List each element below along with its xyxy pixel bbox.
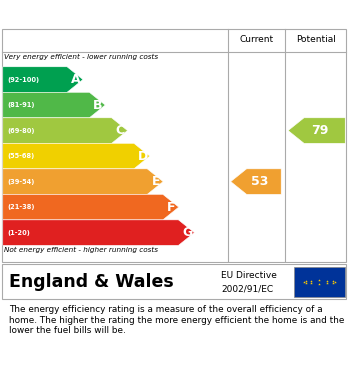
Text: 79: 79 — [311, 124, 329, 137]
Text: (69-80): (69-80) — [7, 127, 35, 134]
Polygon shape — [3, 169, 163, 194]
Text: (21-38): (21-38) — [7, 204, 35, 210]
Polygon shape — [3, 220, 194, 246]
Text: The energy efficiency rating is a measure of the overall efficiency of a home. T: The energy efficiency rating is a measur… — [9, 305, 344, 335]
Text: 2002/91/EC: 2002/91/EC — [221, 284, 273, 293]
Text: A: A — [71, 73, 81, 86]
Polygon shape — [3, 92, 105, 118]
Text: (81-91): (81-91) — [7, 102, 35, 108]
Text: G: G — [182, 226, 192, 239]
Text: England & Wales: England & Wales — [9, 273, 173, 291]
Text: Energy Efficiency Rating: Energy Efficiency Rating — [9, 7, 211, 22]
Bar — [294, 267, 345, 297]
Text: C: C — [116, 124, 125, 137]
Text: B: B — [93, 99, 103, 111]
Text: (39-54): (39-54) — [7, 179, 35, 185]
Polygon shape — [231, 169, 281, 194]
Polygon shape — [3, 143, 150, 169]
Text: EU Directive: EU Directive — [221, 271, 277, 280]
Text: 53: 53 — [251, 175, 268, 188]
Polygon shape — [3, 194, 179, 220]
Text: Very energy efficient - lower running costs: Very energy efficient - lower running co… — [4, 54, 158, 61]
Text: F: F — [167, 201, 176, 213]
Text: D: D — [137, 150, 148, 163]
Polygon shape — [3, 118, 127, 143]
Text: (55-68): (55-68) — [7, 153, 34, 159]
Text: Current: Current — [239, 35, 274, 44]
Text: Potential: Potential — [296, 35, 336, 44]
Text: Not energy efficient - higher running costs: Not energy efficient - higher running co… — [4, 247, 158, 253]
Text: E: E — [152, 175, 160, 188]
Polygon shape — [3, 67, 83, 92]
Polygon shape — [288, 118, 345, 143]
Text: (1-20): (1-20) — [7, 230, 30, 236]
Text: (92-100): (92-100) — [7, 77, 39, 83]
